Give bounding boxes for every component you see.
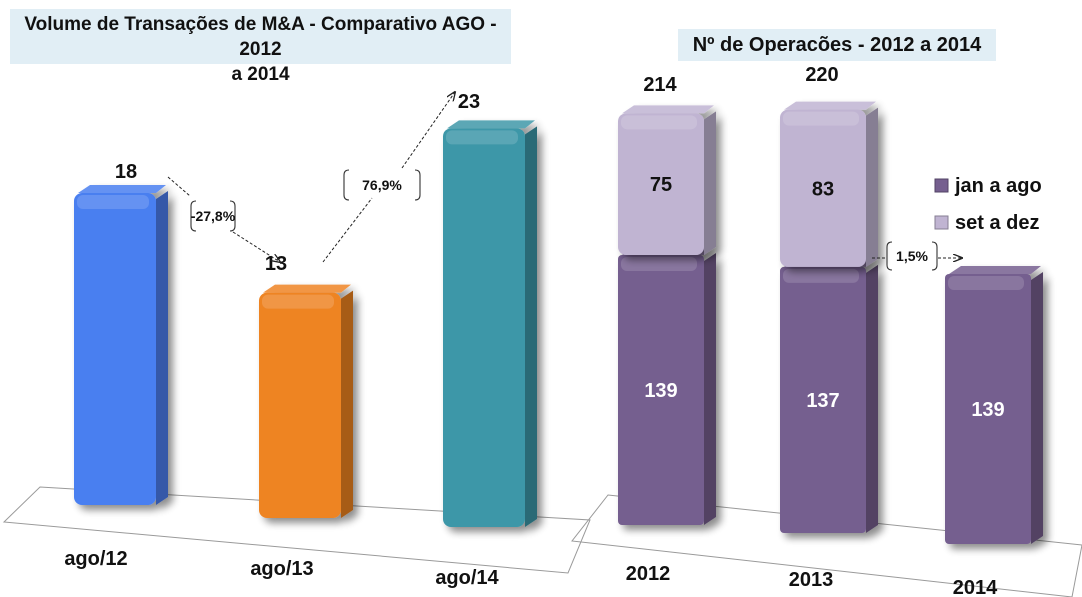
bar-jan-a-ago-2013-side bbox=[866, 264, 878, 533]
annotation-pct-2-bracket-right bbox=[414, 169, 421, 201]
annotation-pct-2: 76,9% bbox=[343, 169, 421, 201]
annotation-pct-3-bracket-right bbox=[931, 241, 938, 271]
bar-set-a-dez-2013-side bbox=[866, 107, 878, 267]
bar-ago-12 bbox=[74, 185, 168, 505]
left-chart-title: Volume de Transações de M&A - Comparativ… bbox=[10, 9, 511, 85]
segment-label-jan-a-ago-2012: 139 bbox=[644, 380, 677, 402]
bar-set-a-dez-2012-side bbox=[704, 111, 716, 255]
annotation-pct-1-label: -27,8% bbox=[191, 208, 236, 224]
bar-set-a-dez-2013-top bbox=[784, 101, 876, 110]
bar-jan-a-ago-2012-highlight bbox=[621, 257, 697, 271]
bar-set-a-dez-2013 bbox=[780, 101, 878, 267]
bar-ago-13-highlight bbox=[262, 294, 334, 309]
bar-jan-a-ago-2014-front bbox=[945, 274, 1031, 544]
bar-ago-14-top bbox=[447, 120, 535, 129]
annotation-pct-3-bracket-left bbox=[886, 241, 893, 271]
bar-jan-a-ago-2014-highlight bbox=[948, 276, 1024, 290]
annotation-pct-1: -27,8% bbox=[190, 200, 236, 232]
legend: jan a ago set a dez bbox=[934, 175, 1042, 234]
left-floor bbox=[2, 486, 591, 574]
annotation-pct-1-bracket-right bbox=[229, 200, 236, 232]
bar-set-a-dez-2013-front bbox=[780, 109, 866, 267]
annotation-arrow-2 bbox=[401, 92, 455, 169]
bar-jan-a-ago-2013-front bbox=[780, 266, 866, 533]
legend-label-jan-a-ago: jan a ago bbox=[954, 175, 1042, 197]
data-label-ago-12: 18 bbox=[115, 161, 137, 183]
bar-ago-12-front bbox=[74, 193, 156, 505]
segment-label-jan-a-ago-2013: 137 bbox=[806, 390, 839, 412]
left-chart-title-line1: Volume de Transações de M&A - Comparativ… bbox=[24, 14, 497, 60]
bar-ago-14 bbox=[443, 120, 537, 528]
tick-label-2012: 2012 bbox=[626, 563, 671, 585]
annotations: -27,8% 76,9% 1,5% bbox=[167, 92, 962, 271]
bar-ago-12-side bbox=[156, 191, 168, 505]
total-label-2012: 214 bbox=[643, 74, 677, 96]
bars bbox=[74, 101, 1043, 544]
segment-label-set-a-dez-2012: 75 bbox=[650, 174, 672, 196]
bar-ago-14-highlight bbox=[446, 130, 518, 145]
annotation-pct-3: 1,5% bbox=[886, 241, 938, 271]
left-chart-title-line2: a 2014 bbox=[231, 64, 290, 85]
tick-label-ago-14: ago/14 bbox=[435, 567, 499, 589]
annotation-pct-2-bracket-left bbox=[343, 169, 350, 201]
bar-set-a-dez-2012 bbox=[618, 105, 716, 255]
tick-label-ago-12: ago/12 bbox=[64, 548, 127, 570]
annotation-pct-3-label: 1,5% bbox=[896, 248, 928, 264]
total-label-2013: 220 bbox=[805, 64, 838, 86]
bar-jan-a-ago-2012-side bbox=[704, 253, 716, 525]
legend-swatch-jan-a-ago bbox=[934, 178, 949, 193]
floors bbox=[2, 486, 1082, 597]
bar-jan-a-ago-2012-front bbox=[618, 255, 704, 525]
tick-label-ago-13: ago/13 bbox=[250, 558, 313, 580]
bar-jan-a-ago-2014 bbox=[945, 266, 1043, 544]
bar-set-a-dez-2013-highlight bbox=[783, 111, 859, 126]
bar-ago-12-highlight bbox=[77, 195, 149, 209]
labels: 18 13 23 ago/12 ago/13 ago/14 139 75 137 83 139 214… bbox=[64, 64, 1004, 597]
bar-ago-14-side bbox=[525, 126, 537, 527]
bar-ago-13-front bbox=[259, 292, 341, 518]
segment-label-jan-a-ago-2014: 139 bbox=[971, 399, 1004, 421]
annotation-pct-2-label: 76,9% bbox=[362, 177, 402, 193]
data-label-ago-13: 13 bbox=[265, 253, 287, 275]
bar-ago-13 bbox=[259, 284, 353, 518]
right-chart-title: Nº de Operacões - 2012 a 2014 bbox=[678, 29, 996, 61]
bar-set-a-dez-2012-front bbox=[618, 113, 704, 255]
segment-label-set-a-dez-2013: 83 bbox=[812, 178, 834, 200]
bar-jan-a-ago-2014-side bbox=[1031, 272, 1043, 544]
legend-label-set-a-dez: set a dez bbox=[955, 212, 1039, 234]
annotation-arrow-1 bbox=[232, 231, 280, 262]
bar-jan-a-ago-2013-highlight bbox=[783, 268, 859, 283]
bar-jan-a-ago-2014-top bbox=[949, 266, 1041, 274]
bar-ago-13-side bbox=[341, 290, 353, 518]
bar-ago-14-front bbox=[443, 128, 525, 528]
tick-label-2013: 2013 bbox=[789, 569, 834, 591]
tick-label-2014: 2014 bbox=[953, 577, 998, 597]
right-floor bbox=[571, 494, 1082, 597]
bar-ago-13-top bbox=[263, 284, 351, 293]
data-label-ago-14: 23 bbox=[458, 91, 480, 113]
bar-set-a-dez-2012-highlight bbox=[621, 115, 697, 130]
legend-swatch-set-a-dez bbox=[934, 215, 949, 230]
bar-ago-12-top bbox=[78, 185, 166, 193]
annotation-line-2a bbox=[322, 197, 373, 263]
annotation-pct-1-bracket-left bbox=[190, 200, 197, 232]
bar-set-a-dez-2012-top bbox=[622, 105, 714, 114]
annotation-line-1a bbox=[167, 176, 191, 197]
